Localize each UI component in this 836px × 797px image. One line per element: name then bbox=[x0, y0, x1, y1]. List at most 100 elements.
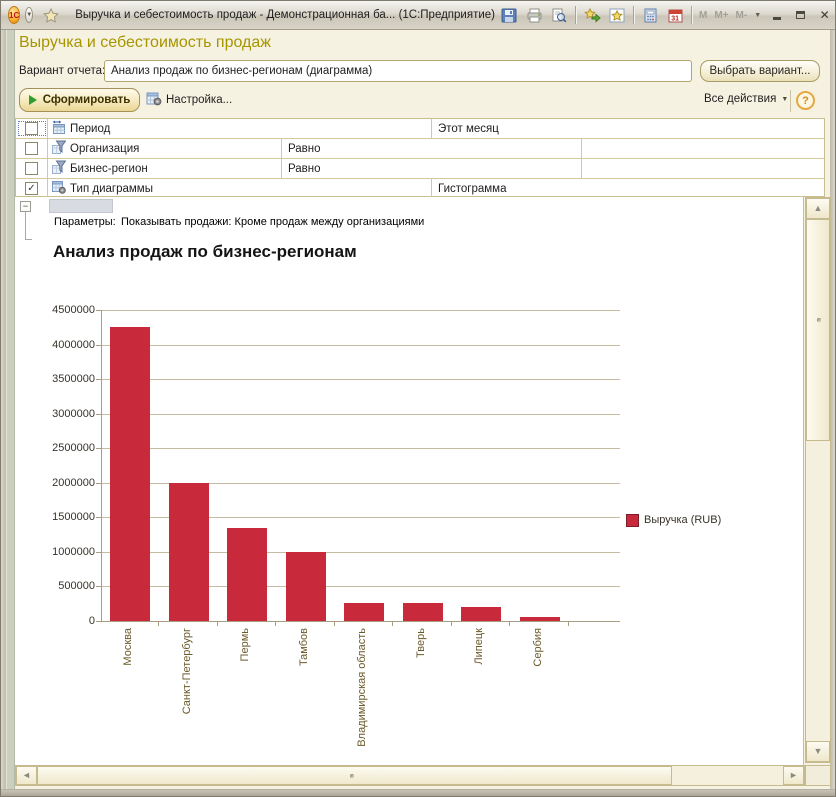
filter-name-cell[interactable]: Тип диаграммы bbox=[48, 179, 432, 198]
filter-row[interactable]: ✓ Тип диаграммы Гистограмма bbox=[16, 179, 824, 198]
maximize-button[interactable] bbox=[792, 8, 809, 23]
thumb-grip bbox=[817, 318, 821, 322]
save-icon[interactable] bbox=[500, 7, 518, 24]
go-to-favorites-icon[interactable] bbox=[583, 7, 601, 24]
chart-bar[interactable] bbox=[168, 483, 209, 621]
filter-checkbox-cell[interactable] bbox=[16, 139, 48, 158]
filter-condition-cell[interactable]: Равно bbox=[282, 159, 582, 178]
variant-input[interactable] bbox=[104, 60, 692, 82]
print-preview-icon[interactable] bbox=[550, 7, 568, 24]
chart-bar[interactable] bbox=[227, 528, 267, 621]
gridline bbox=[102, 482, 620, 484]
filter-checkbox-cell[interactable] bbox=[16, 119, 48, 138]
legend-swatch bbox=[626, 514, 639, 527]
arrow-down-icon: ▼ bbox=[813, 746, 823, 756]
y-axis-tick bbox=[96, 413, 101, 415]
period-icon bbox=[52, 120, 66, 137]
minimize-button[interactable] bbox=[768, 8, 785, 23]
system-menu-dropdown-icon[interactable]: ▼ bbox=[25, 7, 34, 23]
titlebar-separator bbox=[691, 6, 692, 24]
all-actions-button[interactable]: Все действия ▼ bbox=[704, 93, 788, 105]
minimize-icon bbox=[772, 16, 781, 20]
left-splitter[interactable] bbox=[6, 30, 15, 789]
group-collapse-toggle[interactable]: − bbox=[20, 201, 31, 212]
horizontal-scrollbar[interactable]: ◄ ► bbox=[15, 765, 805, 786]
filter-name-cell[interactable]: Организация bbox=[48, 139, 282, 158]
window-frame-right bbox=[830, 30, 835, 796]
y-axis-tick bbox=[96, 448, 101, 450]
chart-bar[interactable] bbox=[402, 603, 443, 621]
chart-bar[interactable] bbox=[461, 607, 501, 621]
calculator-icon[interactable] bbox=[641, 7, 659, 24]
filter-row[interactable]: Период Этот месяц bbox=[16, 119, 824, 139]
scroll-left-button[interactable]: ◄ bbox=[16, 766, 37, 785]
memory-subtract-button[interactable]: M- bbox=[735, 9, 748, 21]
scroll-down-button[interactable]: ▼ bbox=[806, 741, 830, 762]
filter-value-cell[interactable] bbox=[582, 139, 824, 158]
gridline bbox=[102, 448, 620, 450]
print-icon[interactable] bbox=[525, 7, 543, 24]
settings-button[interactable]: Настройка... bbox=[146, 90, 232, 110]
filter-name-label: Бизнес-регион bbox=[70, 162, 148, 175]
checkbox[interactable] bbox=[25, 142, 38, 155]
calendar-icon[interactable]: 31 bbox=[666, 7, 684, 24]
report-params-label: Параметры: bbox=[54, 216, 116, 228]
group-tree-line bbox=[25, 212, 26, 239]
memory-add-button[interactable]: M+ bbox=[714, 9, 729, 21]
settings-grid-gear-icon bbox=[146, 91, 162, 109]
1c-logo-icon[interactable]: 1С bbox=[8, 6, 21, 24]
choose-variant-button[interactable]: Выбрать вариант... bbox=[700, 60, 820, 82]
vertical-scrollbar[interactable]: ▲ ▼ bbox=[805, 197, 831, 763]
filter-row[interactable]: Организация Равно bbox=[16, 139, 824, 159]
manage-favorites-icon[interactable] bbox=[608, 7, 626, 24]
scroll-right-button[interactable]: ► bbox=[783, 766, 804, 785]
chart-bar[interactable] bbox=[519, 617, 560, 621]
window-frame-bottom bbox=[1, 789, 835, 796]
y-axis-label: 0 bbox=[88, 615, 95, 627]
scrollbar-corner bbox=[805, 765, 831, 786]
checkbox[interactable] bbox=[25, 122, 38, 135]
svg-text:31: 31 bbox=[671, 15, 679, 22]
settings-button-label: Настройка... bbox=[166, 94, 233, 106]
selected-cell[interactable] bbox=[49, 199, 113, 213]
horizontal-scrollbar-thumb[interactable] bbox=[37, 766, 672, 785]
close-button[interactable]: ✕ bbox=[816, 8, 833, 23]
y-axis-label: 1500000 bbox=[52, 511, 95, 524]
vertical-scrollbar-thumb[interactable] bbox=[806, 219, 830, 441]
filter-name-cell[interactable]: Бизнес-регион bbox=[48, 159, 282, 178]
y-axis-label: 3500000 bbox=[52, 373, 95, 386]
close-icon: ✕ bbox=[819, 8, 830, 22]
filter-condition-cell[interactable]: Равно bbox=[282, 139, 582, 158]
page-title: Выручка и себестоимость продаж bbox=[19, 34, 271, 51]
scroll-up-button[interactable]: ▲ bbox=[806, 198, 830, 219]
y-axis-tick bbox=[96, 310, 101, 311]
checkbox[interactable] bbox=[25, 162, 38, 175]
y-axis-label: 3000000 bbox=[52, 407, 95, 420]
memory-recall-button[interactable]: M bbox=[699, 9, 708, 21]
filter-value-cell[interactable] bbox=[582, 159, 824, 178]
checkbox[interactable]: ✓ bbox=[25, 182, 38, 195]
generate-button[interactable]: Сформировать bbox=[19, 88, 140, 112]
filter-checkbox-cell[interactable] bbox=[16, 159, 48, 178]
chevron-down-icon: ▼ bbox=[781, 95, 789, 103]
x-axis-tick bbox=[216, 622, 218, 626]
chart-bar[interactable] bbox=[285, 552, 326, 621]
filter-checkbox-cell[interactable]: ✓ bbox=[16, 179, 48, 198]
gridline bbox=[102, 551, 620, 553]
toolbar-overflow-chevron-icon[interactable]: ▼ bbox=[754, 11, 762, 19]
y-axis-label: 2000000 bbox=[52, 476, 95, 489]
x-axis-label: Тверь bbox=[414, 628, 427, 658]
filter-value-cell[interactable]: Этот месяц bbox=[438, 122, 499, 135]
favorites-star-icon[interactable] bbox=[43, 7, 60, 24]
play-icon bbox=[28, 95, 37, 105]
gridline bbox=[102, 413, 620, 415]
chart-bar[interactable] bbox=[110, 327, 150, 621]
help-button[interactable]: ? bbox=[796, 91, 815, 110]
arrow-left-icon: ◄ bbox=[22, 770, 31, 780]
filter-name-cell[interactable]: Период bbox=[48, 119, 432, 138]
filter-value-cell[interactable]: Гистограмма bbox=[438, 182, 507, 195]
window-title: Выручка и себестоимость продаж - Демонст… bbox=[75, 9, 495, 21]
chart-bar[interactable] bbox=[344, 603, 384, 621]
filter-row[interactable]: Бизнес-регион Равно bbox=[16, 159, 824, 179]
